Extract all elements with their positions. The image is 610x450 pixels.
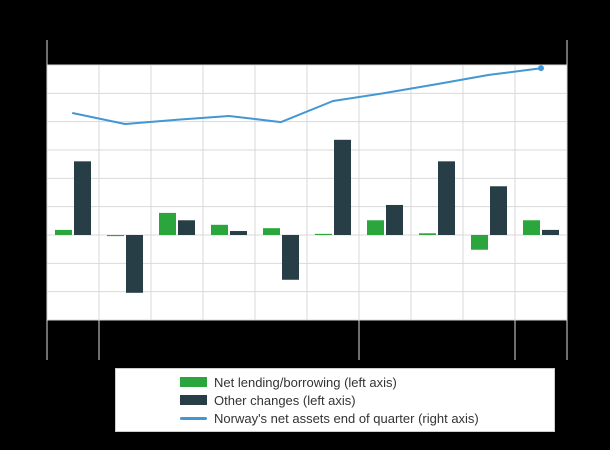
legend-item-net-assets: Norway's net assets end of quarter (righ…	[180, 411, 554, 426]
bar-net-lending	[315, 233, 332, 235]
bar-net-lending	[211, 224, 228, 235]
bar-net-lending	[523, 220, 540, 235]
net-assets-line	[72, 67, 542, 125]
net-assets-line-swatch-icon	[180, 416, 207, 420]
legend-label-net-assets: Norway's net assets end of quarter (righ…	[214, 410, 479, 426]
other-changes-swatch-icon	[180, 395, 207, 405]
plot-border	[46, 64, 568, 321]
net-assets-line-end-marker	[538, 65, 544, 72]
bar-net-lending	[55, 229, 72, 235]
bar-net-lending	[263, 228, 280, 235]
bar-other-changes	[230, 231, 247, 235]
bar-net-lending	[419, 233, 436, 235]
bar-net-lending	[107, 235, 124, 237]
bar-other-changes	[126, 235, 143, 293]
bar-net-lending	[367, 220, 384, 235]
chart-legend: Net lending/borrowing (left axis) Other …	[115, 368, 555, 432]
bar-other-changes	[282, 235, 299, 280]
bar-net-lending	[159, 212, 176, 235]
bar-other-changes	[438, 161, 455, 235]
legend-label-net-lending: Net lending/borrowing (left axis)	[214, 374, 397, 390]
bar-other-changes	[386, 204, 403, 235]
bar-net-lending	[471, 235, 488, 250]
bar-other-changes	[74, 161, 91, 235]
legend-label-other-changes: Other changes (left axis)	[214, 392, 356, 408]
legend-item-net-lending: Net lending/borrowing (left axis)	[180, 375, 554, 390]
bar-other-changes	[334, 139, 351, 235]
bar-other-changes	[542, 229, 559, 235]
bar-other-changes	[178, 220, 195, 235]
legend-item-other-changes: Other changes (left axis)	[180, 393, 554, 408]
bar-other-changes	[490, 186, 507, 235]
net-lending-swatch-icon	[180, 377, 207, 387]
